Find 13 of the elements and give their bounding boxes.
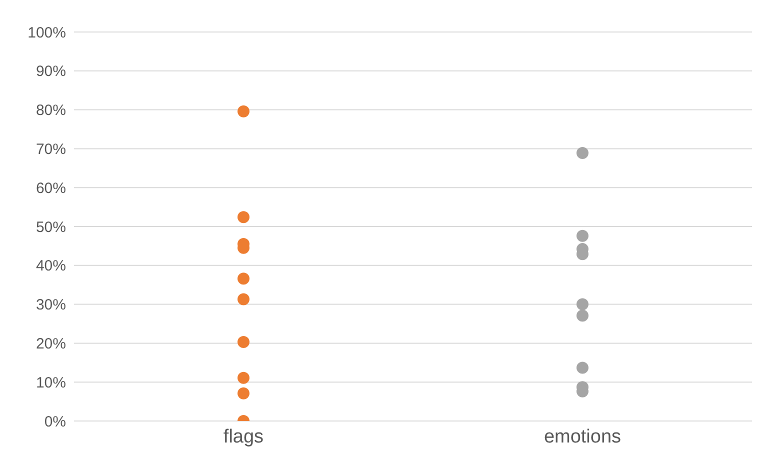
y-tick-label: 60% — [36, 180, 66, 197]
y-tick-label: 10% — [36, 374, 66, 392]
y-tick-label: 20% — [36, 336, 66, 353]
y-tick-label: 40% — [36, 258, 66, 275]
x-tick-label: flags — [223, 426, 264, 448]
y-tick-label: 90% — [36, 63, 66, 80]
y-tick-label: 100% — [28, 24, 66, 42]
x-tick-label: emotions — [544, 426, 622, 448]
y-tick-label: 70% — [36, 141, 66, 158]
y-tick-label: 0% — [44, 413, 66, 430]
y-tick-label: 80% — [36, 102, 66, 120]
y-tick-label: 30% — [36, 296, 66, 314]
y-tick-label: 50% — [36, 218, 66, 236]
